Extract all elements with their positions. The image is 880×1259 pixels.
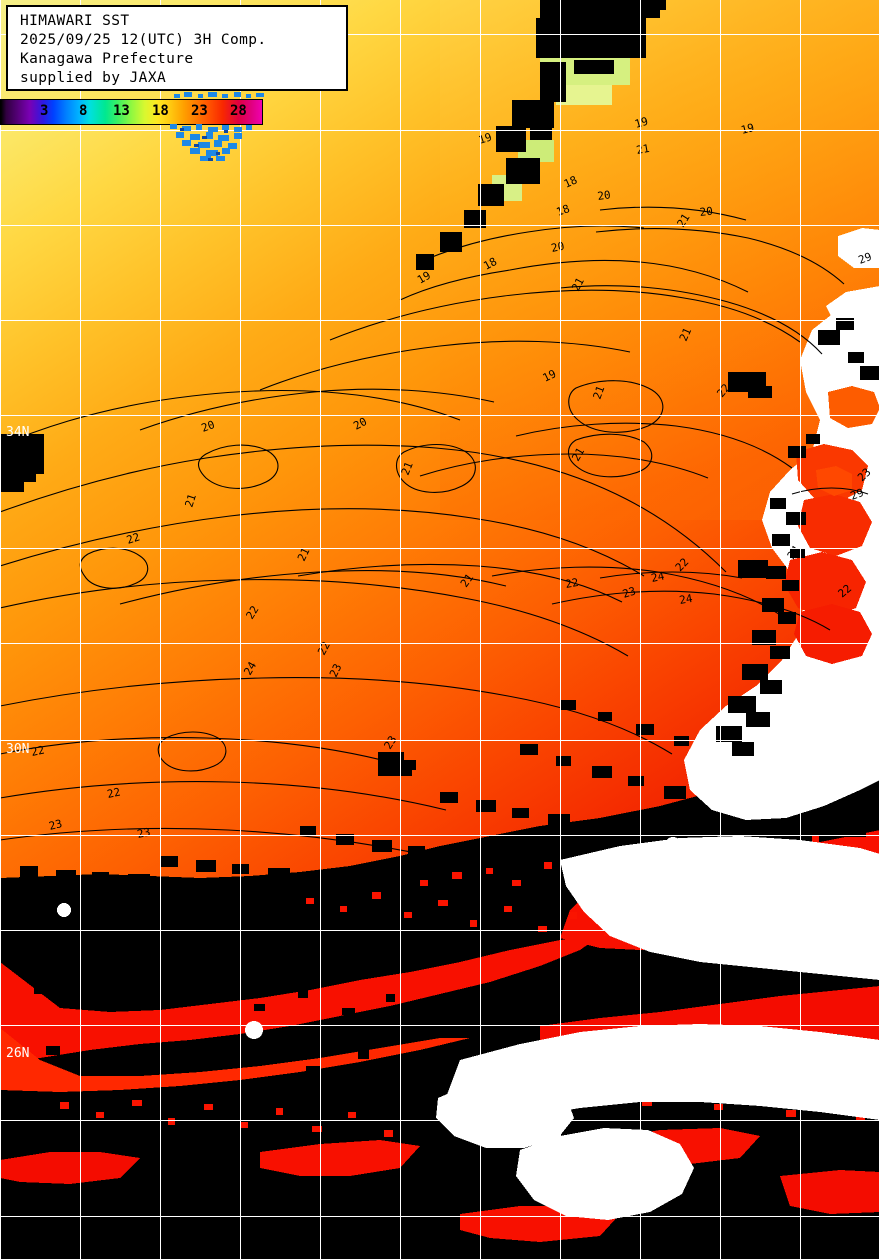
cloud-mask bbox=[574, 60, 614, 74]
colorbar: 3 8 13 18 23 28 bbox=[0, 99, 263, 125]
cloud-mask bbox=[398, 766, 412, 776]
colorbar-tick-18: 18 bbox=[152, 103, 169, 119]
title-box: HIMAWARI SST 2025/09/25 12(UTC) 3H Comp.… bbox=[6, 5, 348, 91]
title-line-org: Kanagawa Prefecture bbox=[20, 51, 194, 67]
cloud-mask bbox=[506, 158, 540, 184]
colorbar-tick-23: 23 bbox=[191, 103, 208, 119]
colorbar-tick-8: 8 bbox=[79, 103, 88, 119]
cloud-mask bbox=[536, 18, 646, 58]
colorbar-gradient bbox=[0, 99, 263, 125]
title-line-datetime: 2025/09/25 12(UTC) 3H Comp. bbox=[20, 32, 267, 48]
colorbar-tick-13: 13 bbox=[113, 103, 130, 119]
title-line-source: supplied by JAXA bbox=[20, 70, 167, 86]
title-line-product: HIMAWARI SST bbox=[20, 13, 130, 29]
nodata-patch bbox=[618, 0, 666, 10]
cloud-mask bbox=[748, 386, 772, 398]
cool-sst-patch bbox=[556, 85, 612, 105]
cloud-mask bbox=[540, 62, 566, 102]
colorbar-tick-3: 3 bbox=[40, 103, 49, 119]
cloud-mask bbox=[478, 184, 504, 206]
cool-sst-patch bbox=[518, 140, 554, 162]
colorbar-tick-28: 28 bbox=[230, 103, 247, 119]
speckle-island-overlay bbox=[160, 92, 270, 162]
